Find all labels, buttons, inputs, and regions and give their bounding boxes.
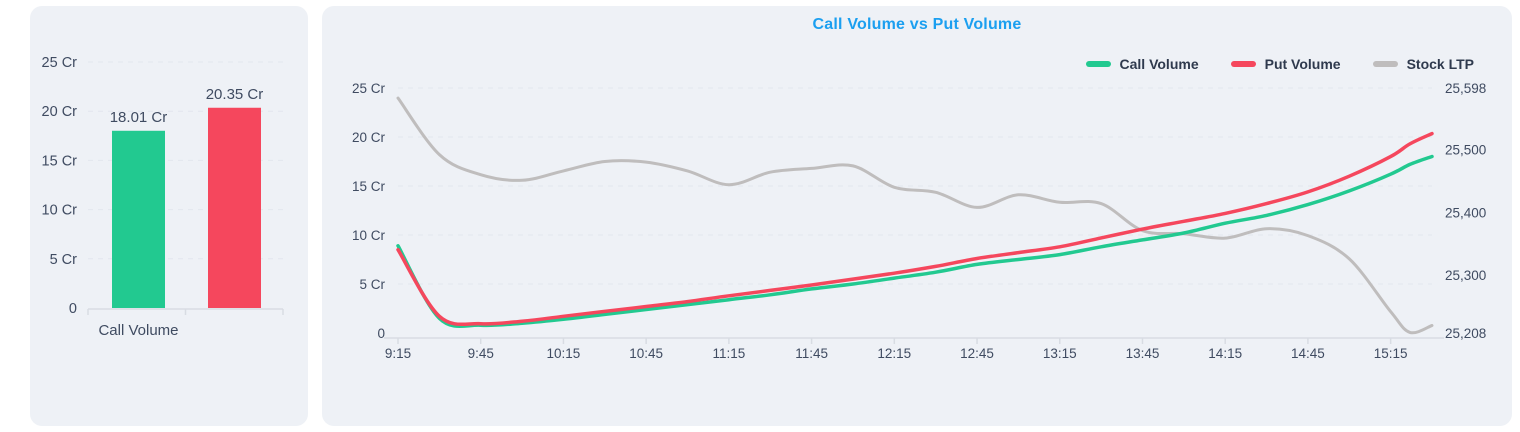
call-vs-put-line-card: Call Volume vs Put Volume Call Volume Pu… — [322, 6, 1512, 426]
bar-category-label: Call Volume — [98, 322, 178, 339]
bar-y-tick-label: 0 — [69, 301, 77, 317]
put-volume-bar — [208, 107, 261, 308]
legend-item-call-volume[interactable]: Call Volume — [1085, 56, 1199, 72]
bar-chart: 25 Cr 20 Cr 15 Cr 10 Cr 5 Cr 0 18.01 Cr 20.35 C… — [42, 55, 284, 339]
right-y-tick-label: 25,208 — [1445, 326, 1486, 341]
line-chart: 25 Cr 20 Cr 15 Cr 10 Cr 5 Cr 0 25,598 25,500 25,… — [352, 81, 1486, 361]
left-y-tick-label: 25 Cr — [352, 81, 386, 96]
x-tick-label: 10:15 — [547, 346, 581, 361]
legend-label: Call Volume — [1119, 56, 1199, 72]
legend-label: Put Volume — [1264, 56, 1341, 72]
right-y-tick-label: 25,300 — [1445, 268, 1486, 283]
put-volume-line — [396, 131, 1434, 327]
bar-value-label: 18.01 Cr — [110, 109, 168, 126]
bar-value-label: 20.35 Cr — [206, 86, 264, 103]
x-tick-label: 14:15 — [1208, 346, 1242, 361]
stock-ltp-line — [396, 96, 1434, 335]
bar-y-tick-label: 20 Cr — [42, 104, 78, 120]
chart-legend: Call Volume Put Volume Stock LTP — [1085, 56, 1474, 72]
legend-item-stock-ltp[interactable]: Stock LTP — [1372, 56, 1474, 72]
right-y-tick-label: 25,500 — [1445, 143, 1486, 158]
bar-y-tick-label: 10 Cr — [42, 203, 78, 219]
x-tick-label: 11:45 — [795, 346, 828, 361]
call-volume-bar — [112, 130, 165, 308]
x-tick-label: 12:15 — [877, 346, 911, 361]
left-y-tick-label: 20 Cr — [352, 130, 386, 145]
call-volume-line — [396, 154, 1434, 329]
x-tick-label: 13:15 — [1043, 346, 1077, 361]
right-y-tick-label: 25,400 — [1445, 205, 1486, 220]
left-y-tick-label: 15 Cr — [352, 179, 386, 194]
legend-item-put-volume[interactable]: Put Volume — [1230, 56, 1341, 72]
bar-y-tick-label: 25 Cr — [42, 55, 78, 71]
call-put-volume-bar-card: 25 Cr 20 Cr 15 Cr 10 Cr 5 Cr 0 18.01 Cr 20.35 C… — [30, 6, 308, 426]
x-tick-label: 13:45 — [1126, 346, 1160, 361]
bar-y-tick-label: 15 Cr — [42, 153, 78, 169]
put-volume-swatch-icon — [1230, 61, 1256, 67]
bar-y-tick-label: 5 Cr — [50, 252, 78, 268]
stock-ltp-swatch-icon — [1372, 61, 1398, 67]
right-y-tick-label: 25,598 — [1445, 81, 1486, 96]
chart-title: Call Volume vs Put Volume — [812, 16, 1022, 33]
x-tick-label: 14:45 — [1291, 346, 1325, 361]
left-y-tick-label: 5 Cr — [359, 277, 385, 292]
call-volume-swatch-icon — [1085, 61, 1111, 67]
x-tick-label: 9:15 — [385, 346, 411, 361]
x-tick-label: 15:15 — [1374, 346, 1408, 361]
x-tick-label: 9:45 — [468, 346, 494, 361]
x-tick-label: 11:15 — [712, 346, 745, 361]
x-tick-label: 10:45 — [629, 346, 663, 361]
left-y-tick-label: 0 — [377, 326, 385, 341]
left-y-tick-label: 10 Cr — [352, 228, 386, 243]
x-tick-label: 12:45 — [960, 346, 994, 361]
legend-label: Stock LTP — [1406, 56, 1474, 72]
